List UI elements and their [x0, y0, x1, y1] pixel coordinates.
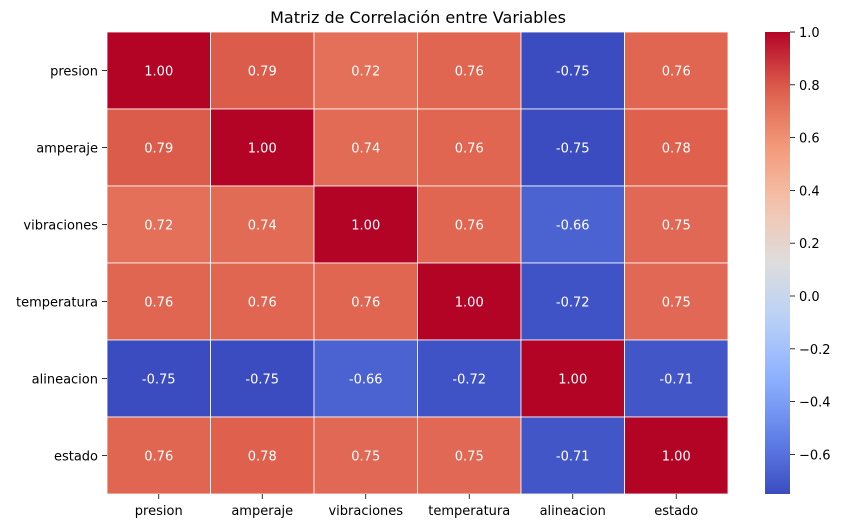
cell-value-label: -0.72 [556, 296, 590, 311]
heatmap-cell [417, 262, 522, 341]
y-tick-label: alineacion [32, 373, 98, 388]
y-tick-label: vibraciones [23, 219, 98, 234]
colorbar-tick-label: −0.6 [799, 448, 831, 463]
cell-value-label: -0.75 [142, 373, 176, 388]
heatmap-cell [210, 108, 315, 187]
cell-value-label: 0.79 [144, 142, 173, 157]
cell-value-label: 0.75 [455, 450, 484, 465]
cell-value-label: 0.76 [248, 296, 277, 311]
heatmap-cell [417, 339, 522, 418]
x-axis: presion amperaje vibraciones temperatura ali… [135, 494, 698, 519]
colorbar-tick-label: 0.2 [799, 237, 820, 252]
x-tick-label: estado [654, 504, 698, 519]
colorbar-tick-label: 1.0 [799, 26, 820, 41]
cell-value-label: 1.00 [248, 142, 277, 157]
cell-value-label: 0.76 [455, 65, 484, 80]
cell-value-label: 0.72 [351, 65, 380, 80]
cell-value-label: 1.00 [662, 450, 691, 465]
cell-value-labels: 1.00 0.79 0.72 0.76 -0.75 0.76 0.79 1.00 0.74 0.7… [142, 65, 693, 465]
cell-value-label: 0.76 [144, 450, 173, 465]
heatmap-cell [624, 185, 729, 264]
cell-value-label: -0.75 [556, 142, 590, 157]
colorbar-tick-label: −0.2 [799, 343, 831, 358]
heatmap-cell [520, 339, 625, 418]
cell-value-label: 0.75 [662, 219, 691, 234]
cell-value-label: -0.75 [245, 373, 279, 388]
x-tick-label: vibraciones [328, 504, 403, 519]
cell-value-label: 0.74 [248, 219, 277, 234]
x-tick-label: amperaje [231, 504, 293, 519]
heatmap-cell [210, 31, 315, 110]
heatmap-cells [106, 31, 729, 495]
heatmap-cell [313, 262, 418, 341]
x-tick-label: temperatura [428, 504, 510, 519]
heatmap-cell [520, 185, 625, 264]
cell-value-label: -0.71 [556, 450, 590, 465]
heatmap-cell [210, 262, 315, 341]
heatmap-cell [106, 262, 211, 341]
colorbar-tick-label: 0.8 [799, 79, 820, 94]
cell-value-label: 0.75 [662, 296, 691, 311]
heatmap-cell [417, 185, 522, 264]
cell-value-label: -0.75 [556, 65, 590, 80]
x-tick-label: alineacion [540, 504, 606, 519]
y-tick-label: temperatura [16, 296, 98, 311]
heatmap-cell [313, 339, 418, 418]
heatmap-cell [624, 31, 729, 110]
cell-value-label: 0.74 [351, 142, 380, 157]
cell-value-label: 0.78 [662, 142, 691, 157]
heatmap-cell [210, 185, 315, 264]
cell-value-label: 1.00 [144, 65, 173, 80]
cell-value-label: 0.75 [351, 450, 380, 465]
cell-value-label: 0.76 [455, 142, 484, 157]
colorbar-tick-label: 0.6 [799, 132, 820, 147]
heatmap-cell [520, 31, 625, 110]
colorbar-tick-label: −0.4 [799, 396, 831, 411]
colorbar-tick-label: 0.0 [799, 290, 820, 305]
colorbar-gradient [765, 32, 790, 494]
cell-value-label: 0.76 [144, 296, 173, 311]
heatmap-cell [106, 31, 211, 110]
cell-value-label: -0.66 [556, 219, 590, 234]
cell-value-label: 1.00 [455, 296, 484, 311]
y-tick-label: estado [54, 450, 98, 465]
cell-value-label: 0.76 [662, 65, 691, 80]
colorbar-tick-label: 0.4 [799, 184, 820, 199]
cell-value-label: -0.71 [659, 373, 693, 388]
heatmap-cell [624, 108, 729, 187]
colorbar: 1.0 0.8 0.6 0.4 0.2 0.0 −0.2 −0.4 −0.6 [765, 26, 831, 494]
x-tick-label: presion [135, 504, 183, 519]
cell-value-label: 0.76 [455, 219, 484, 234]
cell-value-label: 0.79 [248, 65, 277, 80]
heatmap-cell [520, 262, 625, 341]
heatmap-cell [313, 185, 418, 264]
heatmap-cell [624, 262, 729, 341]
cell-value-label: -0.66 [349, 373, 383, 388]
heatmap-cell [417, 108, 522, 187]
y-tick-label: amperaje [36, 142, 98, 157]
y-tick-label: presion [50, 65, 98, 80]
heatmap-cell [624, 339, 729, 418]
heatmap-cell [624, 416, 729, 495]
cell-value-label: 1.00 [558, 373, 587, 388]
cell-value-label: -0.72 [452, 373, 486, 388]
heatmap-cell [106, 416, 211, 495]
cell-value-label: 0.72 [144, 219, 173, 234]
chart-title: Matriz de Correlación entre Variables [270, 8, 566, 27]
cell-value-label: 1.00 [351, 219, 380, 234]
heatmap-cell [106, 185, 211, 264]
heatmap-cell [313, 31, 418, 110]
heatmap-cell [417, 31, 522, 110]
heatmap-cell [106, 339, 211, 418]
y-axis: presion amperaje vibraciones temperatura ali… [16, 65, 107, 465]
heatmap-cell [520, 416, 625, 495]
cell-value-label: 0.76 [351, 296, 380, 311]
cell-value-label: 0.78 [248, 450, 277, 465]
